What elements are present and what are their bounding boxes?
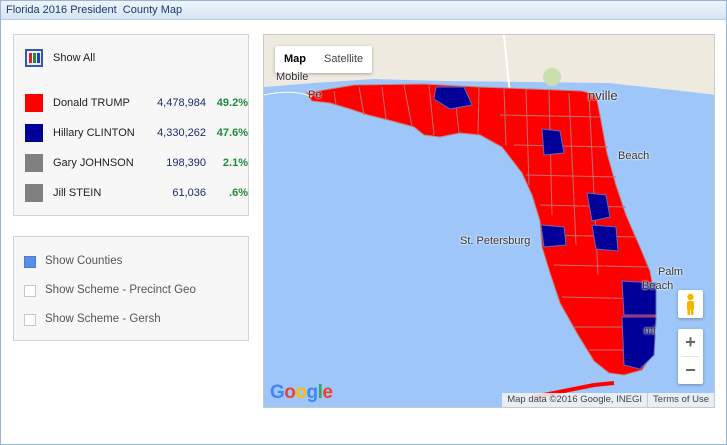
map-type-control[interactable]: Map Satellite — [275, 46, 373, 73]
florida-trump-counties[interactable] — [305, 83, 657, 376]
satellite-tab[interactable]: Satellite — [324, 53, 364, 65]
state-border — [503, 35, 511, 96]
show-all-icon[interactable] — [25, 49, 43, 67]
candidate-row-stein[interactable]: Jill STEIN 61,036 .6% — [14, 184, 248, 204]
city-label-pensacola: Pe — [308, 89, 322, 101]
window-title: Florida 2016 President County Map — [6, 4, 183, 16]
gersh-option[interactable]: Show Scheme - Gersh — [14, 311, 248, 329]
pegman-icon — [687, 293, 694, 315]
zoom-in-button[interactable]: + — [685, 332, 696, 352]
legend-panel: Show All Donald TRUMP 4,478,984 49.2% Hi… — [13, 34, 249, 216]
show-counties-checkbox[interactable] — [24, 256, 36, 268]
city-label-palm-beach: Beach — [642, 280, 674, 292]
show-counties-label[interactable]: Show Counties — [45, 255, 123, 267]
stein-color-swatch[interactable] — [25, 184, 43, 202]
map-canvas[interactable] — [264, 35, 715, 408]
candidate-row-johnson[interactable]: Gary JOHNSON 198,390 2.1% — [14, 154, 248, 174]
city-label-miami: mi — [644, 325, 656, 337]
candidate-percent: 2.1% — [222, 157, 248, 169]
candidate-votes: 61,036 — [172, 187, 206, 199]
mainland-land — [264, 35, 714, 95]
johnson-color-swatch[interactable] — [25, 154, 43, 172]
candidate-percent: .6% — [229, 187, 248, 199]
zoom-control[interactable]: + − — [678, 329, 703, 384]
clinton-color-swatch[interactable] — [25, 124, 43, 142]
candidate-name: Hillary CLINTON — [53, 127, 135, 139]
city-label-mobile: Mobile — [276, 71, 309, 83]
zoom-out-button[interactable]: − — [685, 360, 696, 380]
precinct-geo-checkbox[interactable] — [24, 285, 36, 297]
city-label-daytona: Beach — [618, 150, 650, 162]
candidate-votes: 198,390 — [166, 157, 206, 169]
title-bar: Florida 2016 President County Map — [1, 1, 726, 20]
candidate-votes: 4,330,262 — [157, 127, 206, 139]
zoom-separator — [682, 356, 699, 357]
gersh-checkbox[interactable] — [24, 314, 36, 326]
show-all-label[interactable]: Show All — [53, 52, 96, 64]
map-attribution: Map data ©2016 Google, INEGI Terms of Us… — [502, 393, 714, 407]
street-view-pegman-button[interactable] — [678, 290, 703, 318]
candidate-votes: 4,478,984 — [157, 97, 206, 109]
candidate-name: Donald TRUMP — [53, 97, 130, 109]
candidate-percent: 49.2% — [216, 97, 248, 109]
city-label-st-petersburg: St. Petersburg — [460, 235, 531, 247]
map-tab[interactable]: Map — [284, 53, 306, 65]
trump-color-swatch[interactable] — [25, 94, 43, 112]
options-panel: Show Counties Show Scheme - Precinct Geo… — [13, 236, 249, 341]
park-area — [543, 68, 561, 86]
terms-of-use-link[interactable]: Terms of Use — [647, 393, 714, 407]
precinct-geo-option[interactable]: Show Scheme - Precinct Geo — [14, 282, 248, 300]
city-label-jacksonville: nville — [588, 88, 618, 103]
candidate-percent: 47.6% — [216, 127, 248, 139]
county-map[interactable]: Map Satellite Mobile Pe nville Beach St.… — [263, 34, 715, 408]
precinct-geo-label[interactable]: Show Scheme - Precinct Geo — [45, 284, 196, 296]
candidate-row-clinton[interactable]: Hillary CLINTON 4,330,262 47.6% — [14, 124, 248, 144]
show-all-row[interactable]: Show All — [14, 49, 248, 69]
city-label-palm: Palm — [658, 266, 684, 278]
candidate-name: Jill STEIN — [53, 187, 102, 199]
google-logo[interactable]: Google — [270, 382, 333, 403]
attribution-text: Map data ©2016 Google, INEGI — [507, 394, 643, 405]
coastline — [264, 91, 313, 98]
candidate-row-trump[interactable]: Donald TRUMP 4,478,984 49.2% — [14, 94, 248, 114]
florida-clinton-counties[interactable] — [433, 86, 657, 370]
gersh-label[interactable]: Show Scheme - Gersh — [45, 313, 161, 325]
show-counties-option[interactable]: Show Counties — [14, 253, 248, 271]
candidate-name: Gary JOHNSON — [53, 157, 134, 169]
